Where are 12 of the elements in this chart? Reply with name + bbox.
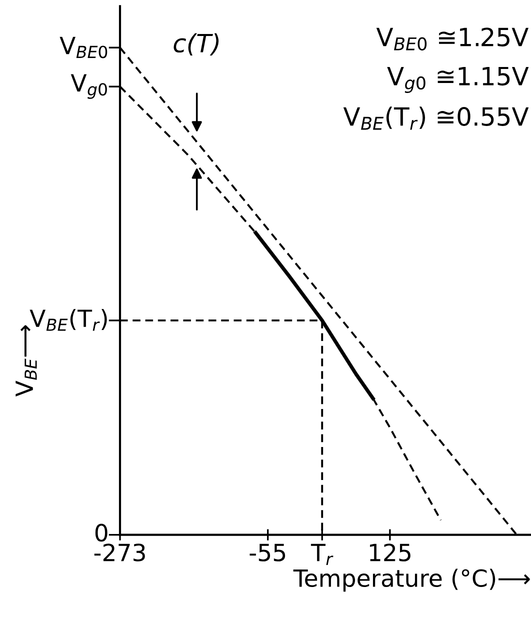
x-tick-label: -55 <box>250 544 286 562</box>
annotation: V$_{g0}$ ≅1.15V <box>387 66 529 93</box>
annotation: V$_{BE0}$ ≅1.25V <box>376 28 528 50</box>
annotation: c(T) <box>174 33 219 56</box>
annotation: V$_{BE}$(T$_{r}$) ≅0.55V <box>343 106 529 130</box>
x-tick-label: -273 <box>94 544 145 562</box>
x-tick-label: T$_{r}$ <box>310 544 334 565</box>
x-tick-label: 125 <box>370 544 410 562</box>
x-axis-title: Temperature (°C)⟶ <box>293 568 530 592</box>
text: 0 <box>95 524 108 542</box>
text: V$_{g0}$ <box>70 74 107 99</box>
text: V$_{BE0}$ <box>60 36 108 58</box>
